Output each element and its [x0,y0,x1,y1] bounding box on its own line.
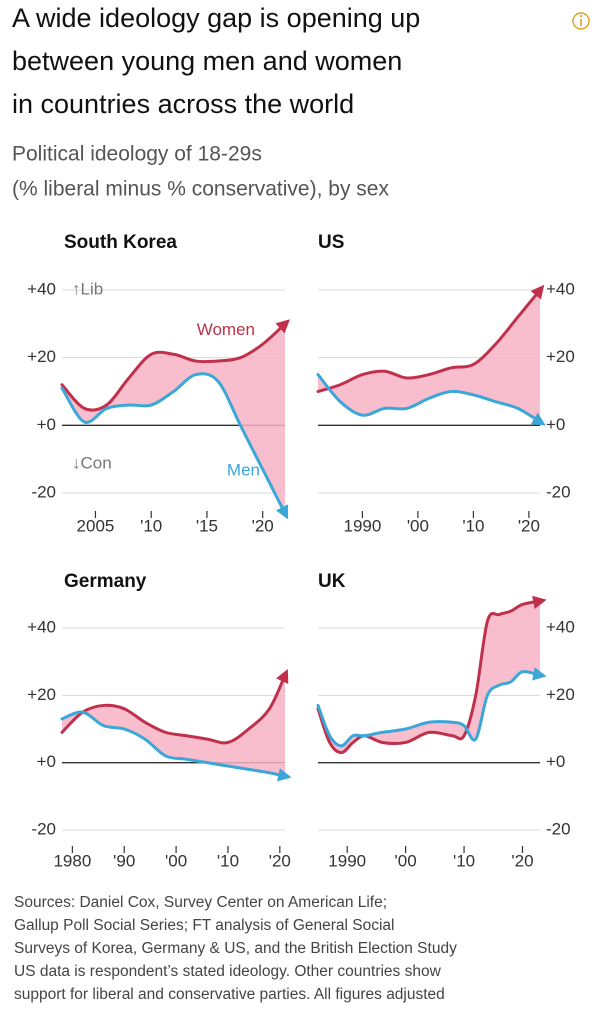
panel: UK +40 +20 +0 -20 1990 '00 '10 '20 [316,571,575,870]
x-tick-label: '00 [407,516,429,535]
series-line [316,373,546,426]
panel: US +40 +20 +0 -20 1990 '00 '10 '20 [316,232,575,535]
x-tick-label: 1990 [343,516,381,535]
panel: Germany +40 +20 +0 -20 1980 '90 '00 '10 '20 [27,571,292,870]
source-line: support for liberal and conservative par… [14,986,445,1003]
title-line: between young men and women [12,46,402,76]
panel-title: US [318,232,344,253]
source-line: Surveys of Korea, Germany & US, and the … [14,940,457,957]
sources: Sources: Daniel Cox, Survey Center on Am… [14,894,457,1003]
series-line [60,372,289,520]
annotation: ↑Lib [72,279,103,298]
subtitle-line: Political ideology of 18-29s [12,143,262,166]
x-tick-label: '10 [453,851,475,870]
gap-area [62,323,285,514]
series-line [60,710,292,782]
y-tick-label: -20 [546,819,571,838]
x-tick-label: '15 [196,516,218,535]
y-tick-label: -20 [546,482,571,501]
x-tick-label: 2005 [77,516,115,535]
panel-title: South Korea [64,232,177,253]
gap-area [62,675,285,777]
subtitle-line: (% liberal minus % conservative), by sex [12,178,389,201]
title-line: in countries across the world [12,89,354,119]
gap-area [318,601,540,753]
y-tick-label: +0 [546,752,565,771]
y-tick-label: -20 [31,819,56,838]
title-line: A wide ideology gap is opening up [12,3,420,33]
y-tick-label: +40 [27,617,56,636]
source-line: US data is respondent’s stated ideology.… [14,963,442,980]
series-line [60,319,290,412]
y-tick-label: +0 [37,752,56,771]
y-tick-label: +20 [27,685,56,704]
y-tick-label: +20 [546,347,575,366]
x-tick-label: '20 [252,516,274,535]
annotation: ↓Con [72,454,112,473]
series-line [60,669,289,745]
panel: South Korea +40 +20 +0 -20 2005 '10 '15 '20 Women… [27,232,290,535]
panel-title: UK [318,571,346,592]
x-tick-label: '20 [518,516,540,535]
x-tick-label: '20 [511,851,533,870]
x-tick-label: '00 [395,851,417,870]
series-line [316,667,547,748]
gap-area [318,290,540,422]
x-tick-label: 1980 [53,851,91,870]
source-line: Gallup Poll Social Series; FT analysis o… [14,917,395,934]
series-line [316,595,547,755]
x-tick-label: '10 [462,516,484,535]
x-tick-label: '20 [269,851,291,870]
source-line: Sources: Daniel Cox, Survey Center on Am… [14,894,387,911]
y-tick-label: -20 [31,482,56,501]
series-line [316,284,545,393]
x-tick-label: '00 [165,851,187,870]
info-icon[interactable] [572,12,590,30]
y-tick-label: +40 [546,617,575,636]
y-tick-label: +0 [546,415,565,434]
series-label: Women [197,320,255,339]
y-tick-label: +40 [546,279,575,298]
x-tick-label: '10 [140,516,162,535]
y-tick-label: +40 [27,279,56,298]
x-tick-label: '10 [217,851,239,870]
y-tick-label: +20 [27,347,56,366]
panel-title: Germany [64,571,147,592]
y-tick-label: +20 [546,685,575,704]
y-tick-label: +0 [37,415,56,434]
x-tick-label: 1990 [328,851,366,870]
series-label: Men [227,460,260,479]
x-tick-label: '90 [113,851,135,870]
